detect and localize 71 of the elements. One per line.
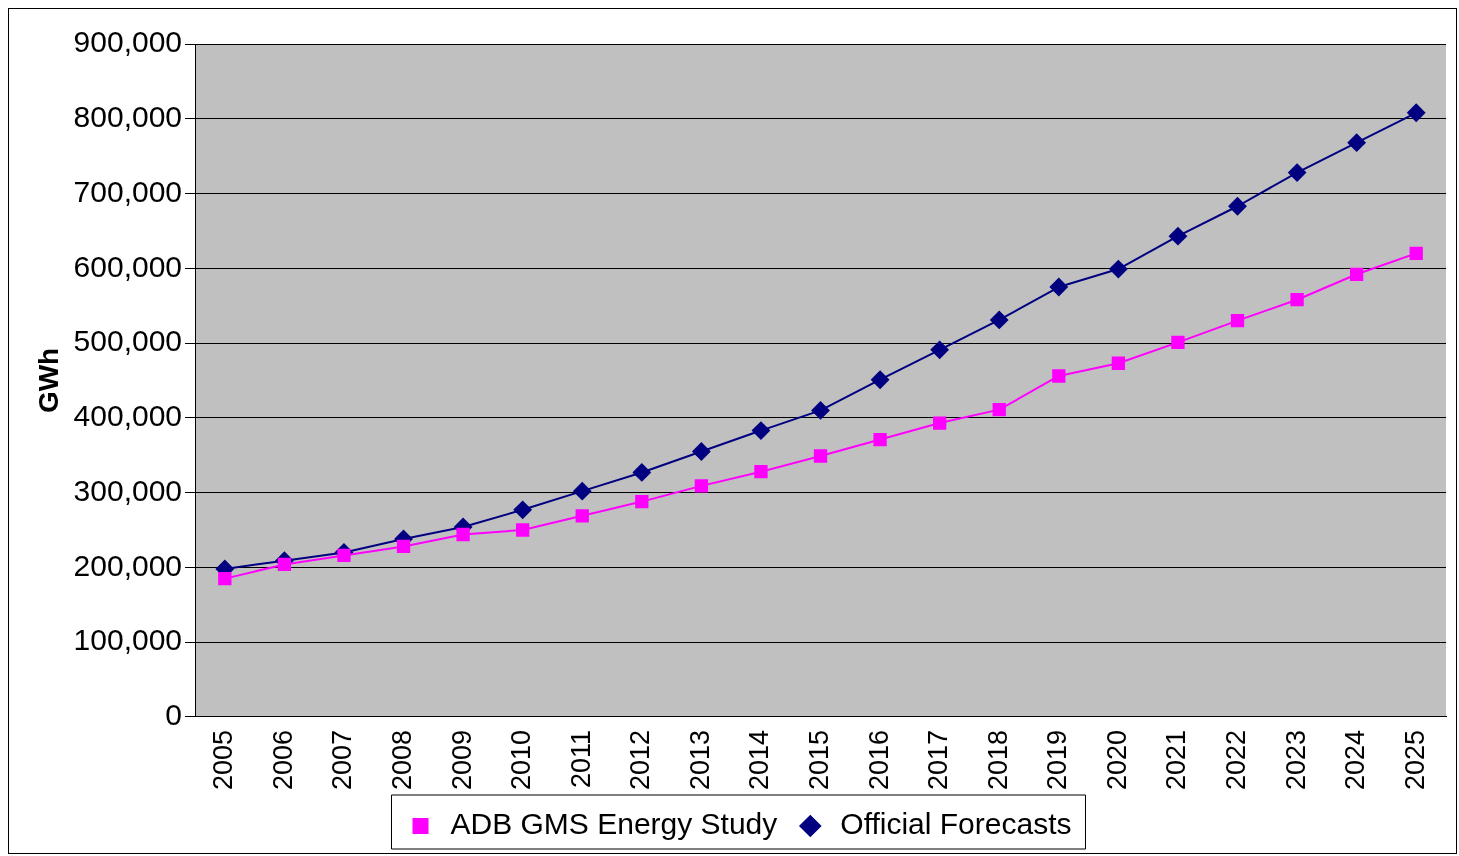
- x-tick-label: 2022: [1220, 729, 1251, 791]
- point: [396, 539, 411, 554]
- point: [516, 523, 530, 537]
- legend-label: ADB GMS Energy Study: [450, 807, 778, 841]
- point: [811, 401, 830, 420]
- point: [1290, 293, 1304, 307]
- legend-label: Official Forecasts: [840, 807, 1072, 841]
- x-tick-label: 2016: [863, 729, 894, 791]
- y-tick-label: 100,000: [73, 623, 183, 657]
- point: [694, 479, 709, 493]
- x-tick-label: 2012: [625, 729, 656, 791]
- x-tick-label: 2018: [982, 729, 1013, 791]
- y-tick-label: 500,000: [73, 324, 183, 358]
- x-tick-label: 2008: [386, 729, 417, 791]
- point: [1409, 246, 1423, 261]
- x-tick-label: 2020: [1101, 729, 1132, 791]
- point: [337, 548, 351, 563]
- point: [754, 465, 768, 479]
- x-tick-label: 2024: [1340, 729, 1371, 791]
- y-tick-label: 800,000: [73, 100, 183, 134]
- point: [1052, 369, 1066, 383]
- point: [1230, 313, 1245, 328]
- point: [873, 432, 887, 447]
- x-tick-label: 2013: [684, 729, 715, 791]
- point: [575, 509, 589, 523]
- x-tick-label: 2019: [1042, 729, 1073, 791]
- x-tick-label: 2014: [744, 729, 775, 791]
- point: [1288, 163, 1307, 182]
- point: [513, 500, 532, 519]
- y-tick-label: 600,000: [73, 249, 183, 283]
- point: [933, 416, 947, 430]
- point: [871, 370, 890, 389]
- y-tick-label: 900,000: [73, 25, 183, 59]
- point: [692, 442, 711, 461]
- x-tick-label: 2015: [803, 729, 834, 791]
- point: [1349, 267, 1364, 281]
- point: [930, 340, 949, 359]
- x-tick-label: 2011: [565, 729, 596, 788]
- point: [1168, 227, 1187, 246]
- x-tick-label: 2023: [1280, 729, 1311, 791]
- y-tick-label: 300,000: [73, 473, 183, 507]
- y-tick-label: 400,000: [73, 399, 183, 433]
- point: [1407, 103, 1426, 122]
- y-axis-title: GWh: [32, 347, 64, 414]
- point: [218, 571, 232, 586]
- point: [751, 421, 770, 440]
- point: [1111, 356, 1126, 370]
- point: [573, 482, 592, 501]
- point: [632, 463, 651, 482]
- point: [1228, 197, 1247, 216]
- x-tick-label: 2007: [327, 729, 358, 791]
- y-tick-label: 700,000: [73, 174, 183, 208]
- x-tick-label: 2010: [506, 729, 537, 791]
- x-tick-label: 2021: [1161, 729, 1192, 791]
- x-tick-label: 2025: [1399, 729, 1430, 791]
- point: [635, 494, 649, 509]
- x-tick-label: 2005: [208, 729, 239, 791]
- point: [277, 557, 292, 572]
- x-tick-label: 2009: [446, 729, 477, 791]
- y-tick-label: 0: [165, 698, 183, 732]
- point: [1109, 260, 1128, 279]
- y-tick-label: 200,000: [73, 548, 183, 582]
- point: [1171, 335, 1185, 349]
- point: [992, 402, 1006, 417]
- x-tick-label: 2006: [267, 729, 298, 791]
- point: [456, 527, 470, 542]
- point: [1049, 278, 1068, 297]
- point: [990, 310, 1009, 329]
- point: [813, 449, 828, 463]
- point: [1347, 133, 1366, 152]
- x-tick-label: 2017: [923, 729, 954, 791]
